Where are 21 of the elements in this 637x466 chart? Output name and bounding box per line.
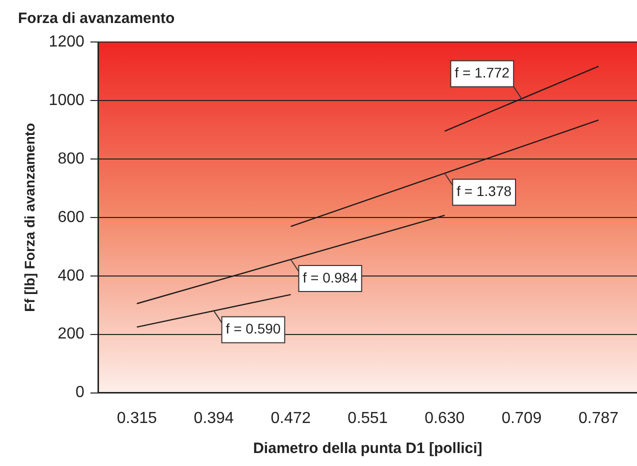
x-tick-label: 0.787 [578,410,619,427]
x-tick-label: 0.472 [270,410,311,427]
y-tick-label: 200 [58,326,84,343]
series-label: f = 1.378 [456,183,512,200]
x-axis-title: Diametro della punta D1 [pollici] [253,440,482,458]
chart-title: Forza di avanzamento [18,10,175,28]
x-tick-label: 0.315 [116,410,157,427]
y-tick-label: 400 [58,267,84,284]
x-tick-label: 0.551 [348,410,388,427]
series-label: f = 0.984 [302,269,358,286]
x-tick-label: 0.394 [194,410,234,427]
series-label: f = 0.590 [226,320,281,337]
x-tick-label: 0.630 [424,410,465,427]
y-tick-label: 0 [75,384,84,402]
y-tick-label: 1000 [48,92,84,109]
y-tick-label: 800 [58,150,84,168]
series-label: f = 1.772 [454,64,510,81]
y-tick-label: 600 [58,208,84,226]
y-axis-title: Ff [lb] Forza di avanzamento [21,122,38,312]
y-tick-label: 1200 [48,33,84,50]
x-tick-label: 0.709 [502,410,542,427]
